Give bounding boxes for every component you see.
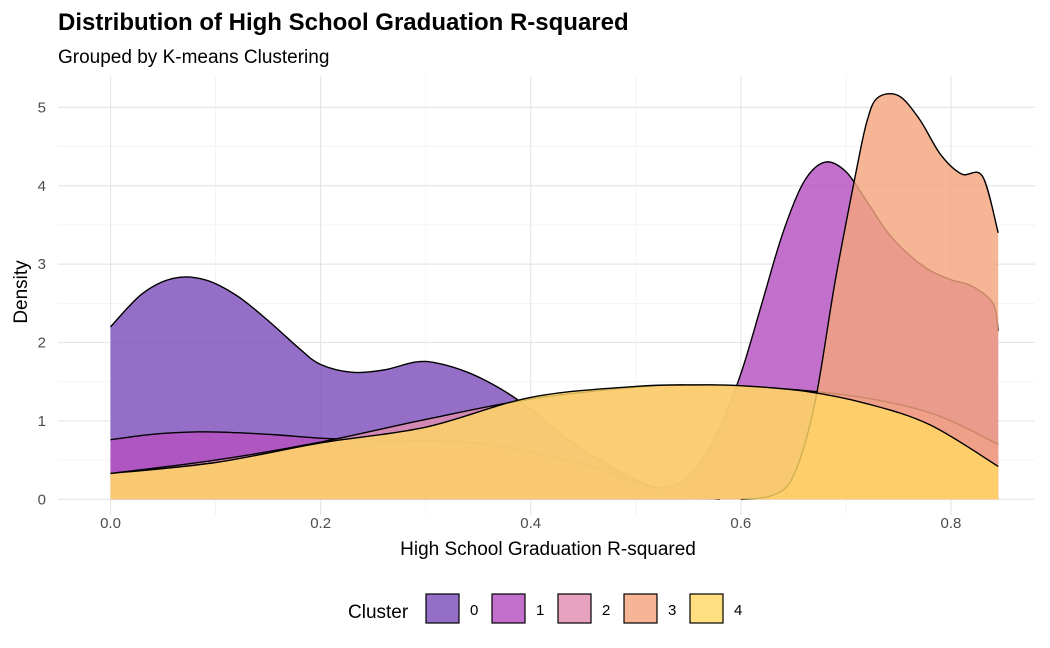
y-axis-title: Density: [11, 260, 32, 324]
legend-key-cluster-3: [623, 593, 658, 624]
legend-key-cluster-2: [557, 593, 592, 624]
x-tick-label: 0.6: [730, 515, 751, 532]
legend-label-cluster-4: 4: [734, 602, 742, 619]
legend-label-cluster-0: 0: [470, 602, 478, 619]
x-tick-label: 0.4: [520, 515, 541, 532]
chart-title: Distribution of High School Graduation R…: [58, 9, 629, 36]
legend-label-cluster-2: 2: [602, 602, 610, 619]
x-tick-label: 0.0: [100, 515, 121, 532]
legend-label-cluster-3: 3: [668, 602, 676, 619]
y-tick-label: 3: [38, 256, 46, 273]
legend-key-cluster-4: [689, 593, 724, 624]
density-area-cluster-4: [110, 384, 999, 500]
legend-key-cluster-1: [491, 593, 526, 624]
y-axis-ticks: 0 1 2 3 4 5: [38, 99, 46, 508]
y-tick-label: 4: [38, 178, 46, 195]
y-tick-label: 2: [38, 335, 46, 352]
legend-key-cluster-0: [425, 593, 460, 624]
density-outline-cluster-4: [110, 384, 999, 475]
chart-subtitle: Grouped by K-means Clustering: [58, 47, 329, 68]
x-axis-ticks: 0.0 0.2 0.4 0.6 0.8: [100, 515, 961, 532]
x-tick-label: 0.8: [941, 515, 962, 532]
y-tick-label: 1: [38, 413, 46, 430]
y-tick-label: 0: [38, 491, 46, 508]
density-area-cluster-3: [740, 93, 999, 500]
density-areas: [109, 92, 999, 500]
legend-title: Cluster: [348, 602, 409, 623]
x-axis-title: High School Graduation R-squared: [400, 539, 696, 560]
x-tick-label: 0.2: [310, 515, 331, 532]
legend: Cluster 0 1 2 3 4: [348, 593, 742, 624]
y-tick-label: 5: [38, 99, 46, 116]
legend-label-cluster-1: 1: [536, 602, 544, 619]
